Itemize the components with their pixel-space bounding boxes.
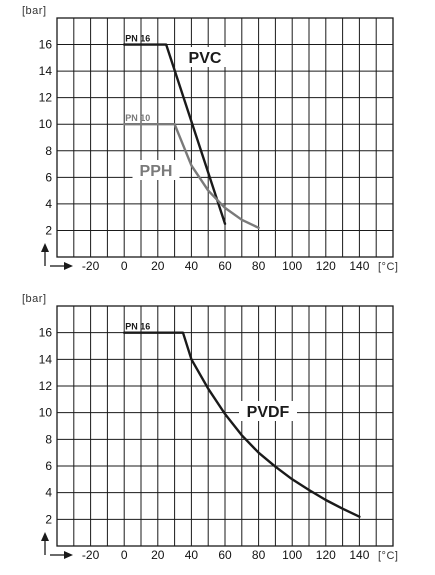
y-tick-label: 2 xyxy=(45,223,52,237)
series-name-label-pvdf: PVDF xyxy=(247,404,290,421)
series-line-pph xyxy=(122,122,260,230)
series-name-background xyxy=(239,401,297,421)
y-axis-arrow-head xyxy=(41,243,49,252)
pressure-rating-label: PN 16 xyxy=(125,322,150,332)
pressure-rating-label: PN 10 xyxy=(125,113,150,123)
y-tick-label: 14 xyxy=(39,352,53,366)
x-tick-label: 0 xyxy=(121,259,128,273)
y-tick-label: 16 xyxy=(39,326,53,340)
x-tick-label: 100 xyxy=(282,548,302,562)
y-axis-label: [bar] xyxy=(22,293,47,305)
y-tick-label: 8 xyxy=(45,144,52,158)
x-tick-label: 140 xyxy=(349,259,369,273)
y-tick-label: 2 xyxy=(45,512,52,526)
x-axis-arrow-head xyxy=(64,551,73,559)
y-tick-label: 12 xyxy=(39,379,53,393)
y-tick-label: 6 xyxy=(45,459,52,473)
x-axis-arrow-head xyxy=(64,262,73,270)
x-tick-label: 20 xyxy=(151,259,165,273)
x-tick-label: 20 xyxy=(151,548,165,562)
x-tick-label: 0 xyxy=(121,548,128,562)
x-tick-label: -20 xyxy=(82,548,100,562)
y-tick-label: 8 xyxy=(45,432,52,446)
y-tick-label: 10 xyxy=(39,117,53,131)
y-tick-label: 12 xyxy=(39,91,53,105)
series-name-background xyxy=(132,160,180,180)
y-tick-label: 10 xyxy=(39,406,53,420)
series-name-label-pvc: PVC xyxy=(189,50,222,67)
y-axis-label: [bar] xyxy=(22,5,47,17)
x-tick-label: 60 xyxy=(218,548,232,562)
x-tick-label: 40 xyxy=(185,548,199,562)
y-tick-label: 14 xyxy=(39,64,53,78)
y-tick-label: 4 xyxy=(45,197,52,211)
x-tick-label: 40 xyxy=(185,259,199,273)
x-tick-label: 80 xyxy=(252,259,266,273)
y-tick-label: 6 xyxy=(45,170,52,184)
chart-2: 2 4 6 8 10 12 14 16 -20 0 20 40 60 80 100 120 140 [bar] [°… xyxy=(22,293,398,562)
chart-1: 2 4 6 8 10 12 14 16 -20 0 20 40 60 80 100 120 140 [bar] [°… xyxy=(22,5,398,273)
series-line-pvc xyxy=(122,43,227,226)
x-tick-label: 120 xyxy=(316,548,336,562)
pressure-rating-label: PN 16 xyxy=(125,34,150,44)
x-axis-label: [°C] xyxy=(378,261,398,273)
y-tick-label: 4 xyxy=(45,486,52,500)
y-axis-arrow-head xyxy=(41,532,49,541)
series-name-background xyxy=(181,47,229,67)
y-tick-label: 16 xyxy=(39,38,53,52)
x-tick-label: 80 xyxy=(252,548,266,562)
x-tick-label: 60 xyxy=(218,259,232,273)
x-tick-label: 120 xyxy=(316,259,336,273)
x-axis-label: [°C] xyxy=(378,550,398,562)
x-tick-label: -20 xyxy=(82,259,100,273)
x-tick-label: 140 xyxy=(349,548,369,562)
series-name-label-pph: PPH xyxy=(140,163,173,180)
x-tick-label: 100 xyxy=(282,259,302,273)
series-line-pvdf xyxy=(122,331,361,518)
